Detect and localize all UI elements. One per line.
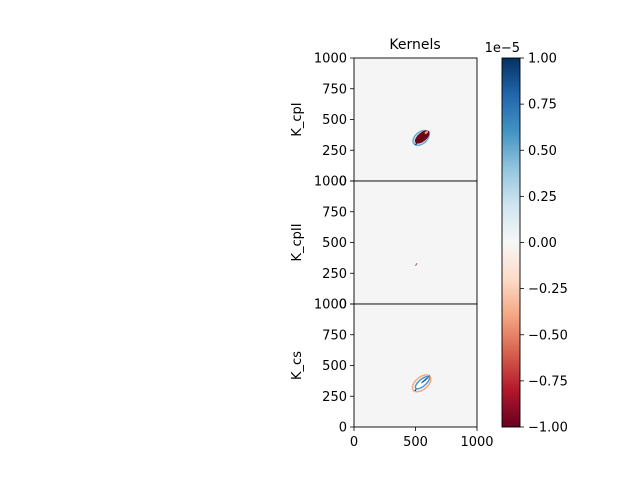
y-axis-label: K_cs (290, 351, 305, 380)
y-tick-label: 750 (322, 328, 347, 343)
kernel-feature (428, 375, 431, 377)
y-tick-label: 1000 (314, 175, 347, 190)
y-tick-label: 750 (322, 205, 347, 220)
x-tick-label: 500 (403, 435, 428, 450)
colorbar-tick-label: −0.50 (528, 328, 568, 343)
kernel-feature (415, 263, 417, 267)
panel-background (354, 304, 477, 427)
kernel-feature (421, 377, 429, 384)
chart-title: Kernels (389, 37, 440, 53)
y-tick-label: 0 (339, 298, 347, 313)
colorbar-tick-label: −0.25 (528, 282, 568, 297)
y-tick-label: 0 (339, 175, 347, 190)
kernel-feature (414, 389, 417, 391)
panel-background (354, 58, 477, 181)
colorbar-tick-label: 1.00 (528, 52, 557, 67)
kernel-feature (424, 130, 428, 134)
colorbar-tick-label: −0.75 (528, 374, 568, 389)
colorbar: 1.00 0.75 0.50 0.25 0.00 −0.25 −0.50 −0.75 −1.00… (485, 41, 568, 436)
colorbar-tick-label: 0.50 (528, 144, 557, 159)
y-tick-label: 250 (322, 144, 347, 159)
panel-background (354, 181, 477, 304)
colorbar-tick-label: 0.25 (528, 190, 557, 205)
y-tick-label: 250 (322, 267, 347, 282)
y-axis-label: K_cpI (290, 102, 305, 136)
colorbar-gradient (501, 57, 521, 428)
kernel-feature (411, 374, 432, 393)
panel-1: 0 250 500 750 1000 K_cpII (290, 175, 478, 313)
panel-features (415, 263, 418, 267)
y-axis-label: K_cpII (290, 223, 305, 261)
kernel-feature (415, 143, 418, 146)
y-tick-label: 0 (339, 421, 347, 436)
panel-features (411, 374, 432, 393)
y-tick-label: 1000 (314, 298, 347, 313)
panels: 02505007501000K_cpI02505007501000K_cpII0… (290, 52, 494, 451)
panel-features (412, 129, 430, 147)
y-tick-label: 500 (322, 359, 347, 374)
y-tick-label: 250 (322, 390, 347, 405)
kernel-feature (416, 263, 418, 264)
colorbar-tick-label: −1.00 (528, 421, 568, 436)
panel-2: 0 250 500 750 1000 K_cs 0 500 1000 (290, 298, 494, 451)
x-tick-label: 1000 (460, 435, 493, 450)
colorbar-tick-label: 0.75 (528, 98, 557, 113)
y-tick-label: 500 (322, 113, 347, 128)
x-tick-label: 0 (350, 435, 358, 450)
colorbar-offset-label: 1e−5 (485, 41, 520, 56)
y-tick-label: 750 (322, 82, 347, 97)
colorbar-tick-label: 0.00 (528, 236, 557, 251)
y-tick-label: 500 (322, 236, 347, 251)
y-tick-label: 1000 (314, 52, 347, 67)
